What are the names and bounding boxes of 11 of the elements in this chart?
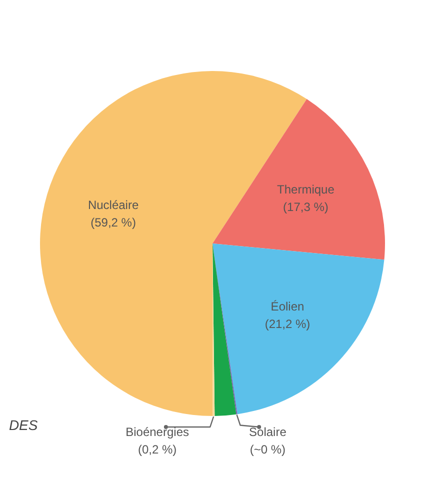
slice-label: Bioénergies — [126, 425, 189, 440]
text: DES — [8, 417, 38, 434]
slice-label: Solaire — [249, 425, 287, 440]
slice-label: Éolien — [270, 299, 304, 314]
data-label: (17,3 %) — [283, 200, 328, 214]
data-label: (0,2 %) — [138, 442, 177, 457]
slice-label: Thermique — [277, 182, 335, 197]
data-label: (21,2 %) — [264, 316, 310, 331]
data-label: (~0 %) — [250, 442, 286, 457]
slice-label: Nucléaire — [88, 198, 139, 212]
data-label: (59,2 %) — [90, 216, 136, 230]
